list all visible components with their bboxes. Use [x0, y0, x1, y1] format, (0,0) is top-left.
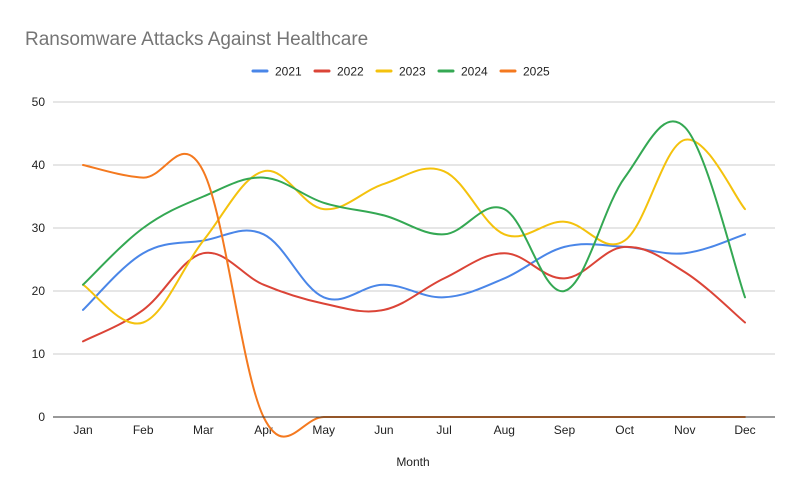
x-axis-ticks: Jan Feb Mar Apr May Jun Jul Aug Sep Oct Nov Dec	[73, 423, 755, 437]
legend-item-2023: 2023	[375, 65, 426, 79]
legend-item-2021: 2021	[251, 65, 302, 79]
series-line-2021	[82, 229, 746, 311]
x-tick-label: Jul	[436, 423, 451, 437]
legend: 2021 2022 2023 2024 2025	[251, 65, 550, 79]
y-tick-label: 50	[32, 95, 46, 109]
legend-item-2024: 2024	[437, 65, 488, 79]
y-tick-label: 10	[32, 347, 46, 361]
legend-label: 2021	[275, 65, 302, 79]
series-lines	[82, 120, 746, 438]
y-tick-label: 0	[38, 410, 45, 424]
x-tick-label: May	[312, 423, 335, 437]
y-tick-label: 20	[32, 284, 46, 298]
x-tick-label: Oct	[615, 423, 634, 437]
legend-label: 2025	[523, 65, 550, 79]
chart-title: Ransomware Attacks Against Healthcare	[25, 29, 368, 50]
x-tick-label: Aug	[494, 423, 515, 437]
series-line-2022	[82, 245, 746, 343]
series-line-2024	[82, 120, 746, 299]
x-tick-label: Feb	[133, 423, 154, 437]
x-tick-label: Mar	[193, 423, 214, 437]
y-tick-label: 40	[32, 158, 46, 172]
legend-label: 2024	[461, 65, 488, 79]
series-line-2023	[82, 138, 746, 325]
x-tick-label: Nov	[674, 423, 695, 437]
x-tick-label: Sep	[554, 423, 576, 437]
legend-label: 2023	[399, 65, 426, 79]
legend-item-2025: 2025	[499, 65, 550, 79]
y-tick-label: 30	[32, 221, 46, 235]
x-tick-label: Dec	[734, 423, 755, 437]
legend-label: 2022	[337, 65, 364, 79]
x-axis-title: Month	[396, 455, 429, 469]
y-axis-ticks: 0 10 20 30 40 50	[32, 95, 46, 424]
x-tick-label: Apr	[254, 423, 273, 437]
x-tick-label: Jun	[374, 423, 393, 437]
x-tick-label: Jan	[73, 423, 92, 437]
legend-item-2022: 2022	[313, 65, 364, 79]
